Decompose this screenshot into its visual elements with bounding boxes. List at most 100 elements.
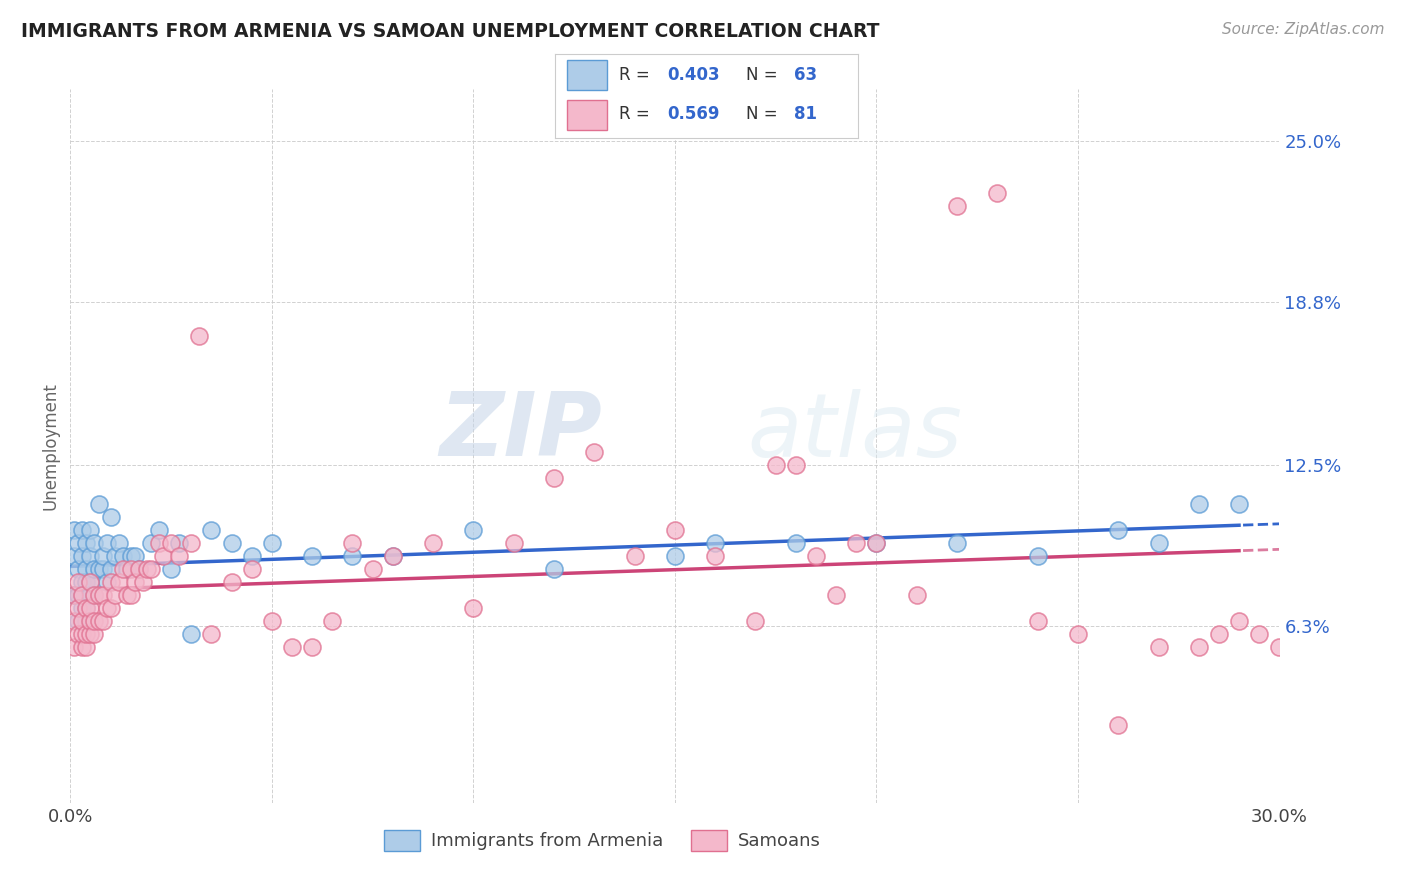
Point (107, 575, 129, 590)
Point (845, 536, 868, 550)
Point (281, 640, 304, 654)
Point (120, 549, 142, 564)
Point (72, 627, 94, 641)
Point (75, 601, 97, 615)
Point (91, 562, 114, 576)
Point (67, 601, 90, 615)
Point (72, 614, 94, 628)
Point (91, 588, 114, 602)
Point (75, 640, 97, 654)
Point (1026, 549, 1049, 564)
Text: atlas: atlas (748, 389, 962, 475)
Point (135, 562, 157, 576)
Point (785, 536, 807, 550)
Point (260, 614, 283, 628)
Point (240, 549, 263, 564)
Point (63, 640, 86, 654)
Point (167, 549, 190, 564)
Point (543, 562, 565, 576)
Point (72, 640, 94, 654)
Text: ZIP: ZIP (440, 388, 602, 475)
Point (148, 524, 170, 538)
Point (200, 627, 222, 641)
Point (72, 588, 94, 602)
Point (63, 588, 86, 602)
Point (148, 536, 170, 550)
Point (986, 186, 1008, 200)
Point (107, 536, 129, 550)
Point (301, 549, 323, 564)
Point (75, 536, 97, 550)
Point (704, 536, 727, 550)
Text: R =: R = (619, 66, 655, 84)
Point (100, 575, 122, 590)
Point (87, 614, 110, 628)
Point (221, 536, 243, 550)
Point (67, 588, 90, 602)
Point (67, 614, 90, 628)
Point (160, 536, 183, 550)
Point (381, 549, 404, 564)
Point (63, 549, 86, 564)
Point (87, 562, 110, 576)
Point (100, 510, 122, 524)
Legend: Immigrants from Armenia, Samoans: Immigrants from Armenia, Samoans (377, 822, 828, 858)
Point (111, 562, 134, 576)
Point (87, 588, 110, 602)
Point (132, 575, 155, 590)
Point (128, 562, 150, 576)
Bar (568, 61, 607, 90)
Point (83, 614, 105, 628)
Point (321, 614, 343, 628)
Point (63, 614, 86, 628)
Point (104, 588, 127, 602)
Point (1147, 536, 1170, 550)
Point (139, 536, 162, 550)
Point (502, 536, 524, 550)
Point (301, 640, 323, 654)
Point (240, 562, 263, 576)
Point (463, 601, 485, 615)
Point (120, 562, 142, 576)
Point (91, 614, 114, 628)
Point (167, 536, 190, 550)
Point (96, 601, 118, 615)
Point (128, 562, 150, 576)
Point (664, 524, 686, 538)
Text: 63: 63 (794, 66, 817, 84)
Point (91, 549, 114, 564)
Point (152, 549, 174, 564)
Point (180, 536, 202, 550)
Point (1249, 627, 1271, 641)
Y-axis label: Unemployment: Unemployment (41, 382, 59, 510)
Point (83, 536, 105, 550)
Point (75, 575, 97, 590)
Point (765, 458, 787, 473)
Point (79, 575, 101, 590)
Point (221, 575, 243, 590)
Point (583, 445, 606, 459)
Point (1227, 497, 1250, 511)
Point (124, 549, 146, 564)
Point (200, 524, 222, 538)
Text: 81: 81 (794, 105, 817, 123)
Point (381, 549, 404, 564)
Point (342, 549, 364, 564)
Point (75, 601, 97, 615)
Point (72, 549, 94, 564)
Point (83, 562, 105, 576)
Point (87, 497, 110, 511)
Point (1188, 640, 1211, 654)
Point (664, 549, 686, 564)
Point (63, 588, 86, 602)
Point (139, 562, 162, 576)
Point (72, 588, 94, 602)
Point (75, 614, 97, 628)
Point (79, 627, 101, 641)
Point (72, 524, 94, 538)
Point (75, 627, 97, 641)
Point (115, 588, 138, 602)
Point (260, 536, 283, 550)
Text: Source: ZipAtlas.com: Source: ZipAtlas.com (1222, 22, 1385, 37)
Point (72, 575, 94, 590)
